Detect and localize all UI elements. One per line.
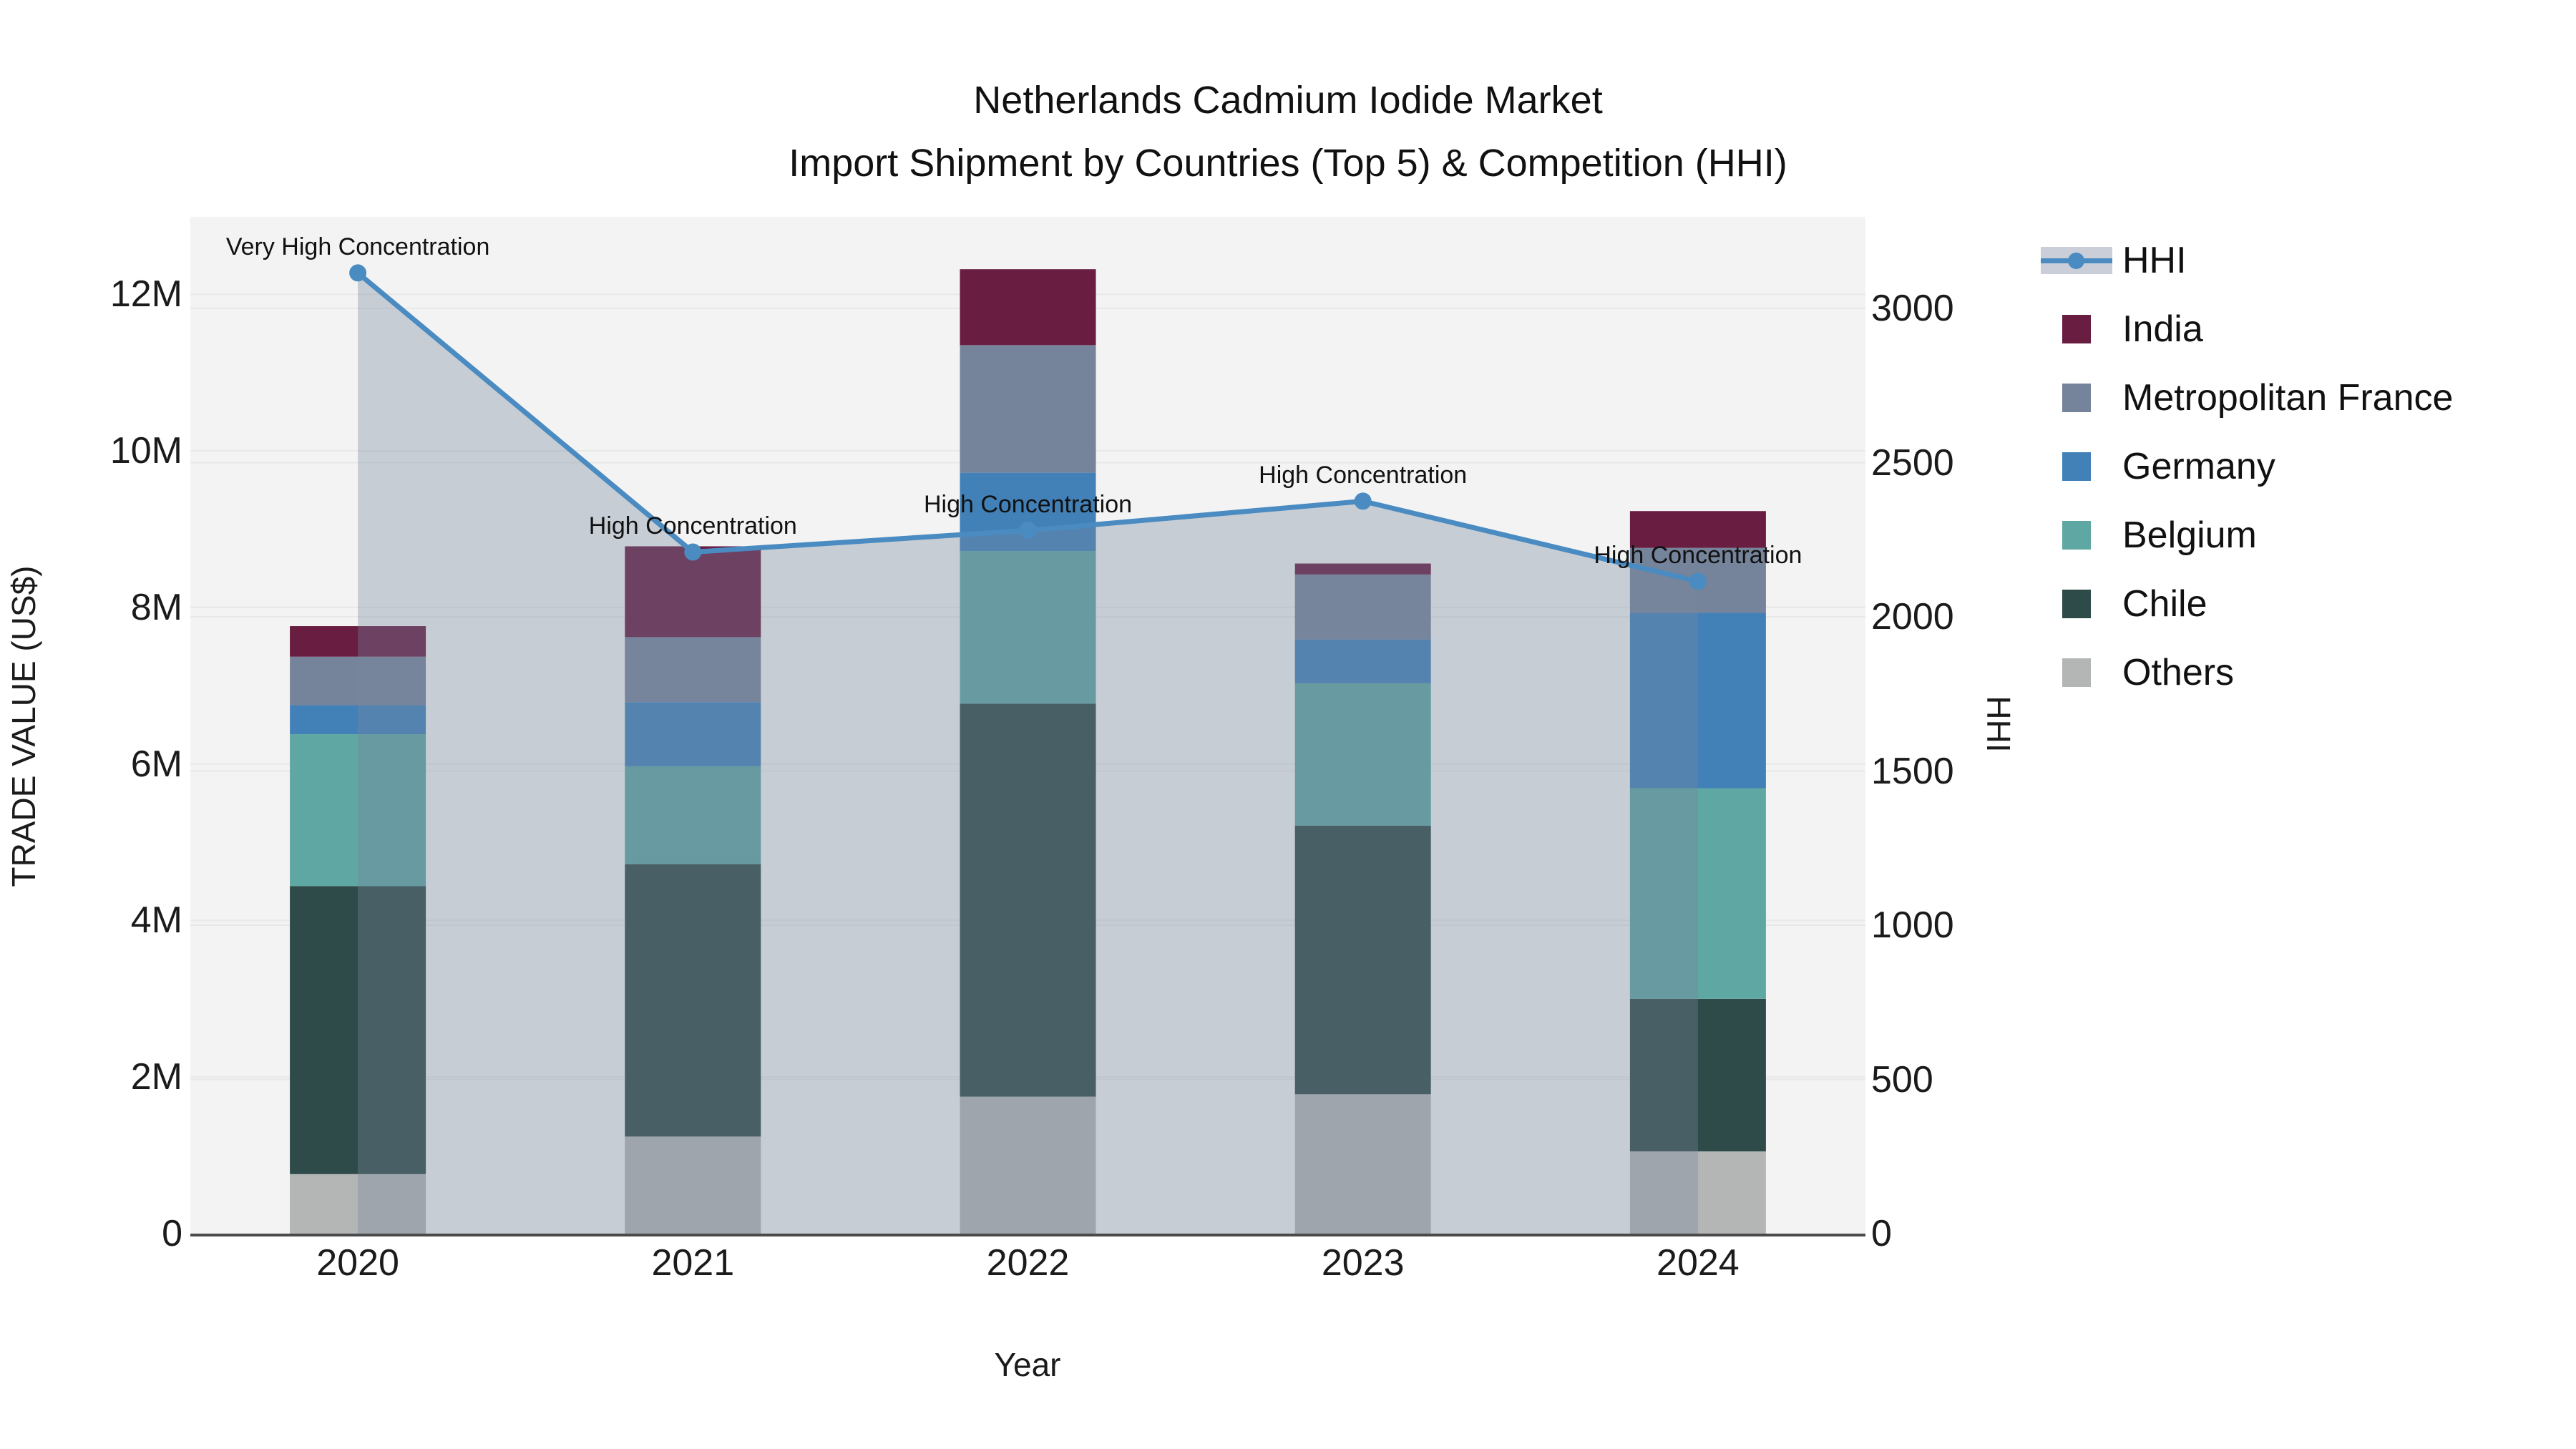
y-left-tick-10M: 10M [109,430,182,472]
bar-segment-metropolitan-france-2023[interactable] [1294,574,1431,640]
legend-item-belgium[interactable]: Belgium [2036,501,2453,570]
x-axis-title: Year [994,1346,1061,1383]
bar-segment-belgium-2021[interactable] [625,766,761,864]
hhi-line-swatch-icon [2036,247,2117,274]
chart-title-line2: Import Shipment by Countries (Top 5) & C… [789,142,1787,185]
bar-segment-chile-2022[interactable] [960,703,1096,1097]
chart-title: Netherlands Cadmium Iodide Market Import… [0,69,2576,195]
y-left-tick-12M: 12M [109,273,182,316]
legend-label: Others [2122,652,2235,693]
legend-item-metropolitan-france[interactable]: Metropolitan France [2036,364,2453,432]
legend-label: India [2122,308,2203,350]
y-left-tick-0: 0 [162,1213,182,1254]
legend-color-square [2062,658,2091,687]
legend-item-india[interactable]: India [2036,295,2453,364]
y-left-tick-4M: 4M [130,899,182,942]
annotation-2022: High Concentration [923,491,1133,519]
legend-color-square [2062,315,2091,343]
legend-color-square [2062,384,2091,412]
hhi-marker-2023[interactable] [1354,492,1372,510]
bar-segment-metropolitan-france-2022[interactable] [960,345,1096,473]
y-right-tick-0: 0 [1871,1213,1892,1254]
bar-segment-metropolitan-france-2020[interactable] [290,656,426,706]
bar-segment-india-2022[interactable] [960,269,1096,346]
bar-segment-others-2020[interactable] [290,1174,426,1234]
y-right-tick-1000: 1000 [1871,904,1954,946]
bar-segment-germany-2021[interactable] [625,702,761,766]
bar-segment-others-2021[interactable] [625,1136,761,1234]
y-left-tick-2M: 2M [130,1056,182,1098]
bar-segment-india-2023[interactable] [1294,563,1431,575]
legend-item-chile[interactable]: Chile [2036,570,2453,638]
bar-segment-india-2020[interactable] [290,626,426,657]
legend-swatch-icon [2036,590,2117,618]
legend-item-germany[interactable]: Germany [2036,432,2453,501]
hhi-marker-2022[interactable] [1019,522,1037,540]
bar-segment-chile-2024[interactable] [1629,998,1766,1152]
bar-segment-others-2024[interactable] [1629,1151,1766,1234]
bar-segment-chile-2020[interactable] [290,886,426,1174]
legend-item-hhi[interactable]: HHI [2036,226,2453,295]
y-left-tick-8M: 8M [130,586,182,628]
hhi-legend-marker [2068,253,2084,269]
y-left-tick-6M: 6M [130,743,182,785]
legend-label: Belgium [2122,514,2257,556]
x-tick-2024: 2024 [1657,1242,1740,1284]
x-tick-2022: 2022 [986,1242,1070,1284]
bar-segment-chile-2021[interactable] [625,864,761,1137]
bar-segment-others-2022[interactable] [960,1096,1096,1234]
bar-segment-india-2024[interactable] [1629,511,1766,548]
legend-color-square [2062,521,2091,550]
legend-color-square [2062,452,2091,481]
hhi-band [2041,247,2112,274]
annotation-2023: High Concentration [1259,462,1468,489]
y-axis-title-right: HHI [1980,696,2017,753]
y-right-tick-2000: 2000 [1871,596,1954,638]
y-axis-title-left: TRADE VALUE (US$) [5,565,42,887]
hhi-marker-2020[interactable] [349,264,367,282]
legend-swatch-icon [2036,521,2117,550]
bar-segment-metropolitan-france-2021[interactable] [625,637,761,703]
bar-segment-india-2021[interactable] [625,546,761,638]
legend-swatch-icon [2036,658,2117,687]
legend-swatch-icon [2036,452,2117,481]
bar-segment-chile-2023[interactable] [1294,826,1431,1095]
hhi-marker-2024[interactable] [1689,572,1707,590]
legend-label: Metropolitan France [2122,377,2454,419]
y-right-tick-2500: 2500 [1871,441,1954,484]
legend-label: Chile [2122,583,2207,625]
bar-segment-germany-2020[interactable] [290,705,426,735]
legend: HHI India Metropolitan France Germany Belgiu… [2036,226,2453,707]
legend-swatch-icon [2036,315,2117,343]
y-right-tick-500: 500 [1871,1058,1933,1101]
annotation-2021: High Concentration [588,512,797,540]
legend-label: HHI [2122,240,2187,281]
legend-label: Germany [2122,446,2275,487]
y-right-tick-1500: 1500 [1871,750,1954,792]
bar-segment-belgium-2023[interactable] [1294,683,1431,826]
legend-color-square [2062,590,2091,618]
x-tick-2020: 2020 [316,1242,399,1284]
bar-segment-belgium-2022[interactable] [960,551,1096,704]
hhi-area-fill [358,273,1698,1234]
annotation-2024: High Concentration [1594,542,1802,570]
bar-segment-others-2023[interactable] [1294,1094,1431,1234]
x-tick-2023: 2023 [1321,1242,1405,1284]
legend-swatch-icon [2036,384,2117,412]
bar-segment-germany-2024[interactable] [1629,613,1766,789]
chart-title-line1: Netherlands Cadmium Iodide Market [973,79,1603,122]
annotation-2020: Very High Concentration [225,233,490,261]
hhi-marker-2021[interactable] [684,543,702,561]
bar-segment-belgium-2020[interactable] [290,734,426,887]
legend-item-others[interactable]: Others [2036,638,2453,707]
y-right-tick-3000: 3000 [1871,288,1954,329]
x-tick-2021: 2021 [651,1242,735,1284]
bar-segment-belgium-2024[interactable] [1629,788,1766,999]
bar-segment-germany-2023[interactable] [1294,639,1431,683]
